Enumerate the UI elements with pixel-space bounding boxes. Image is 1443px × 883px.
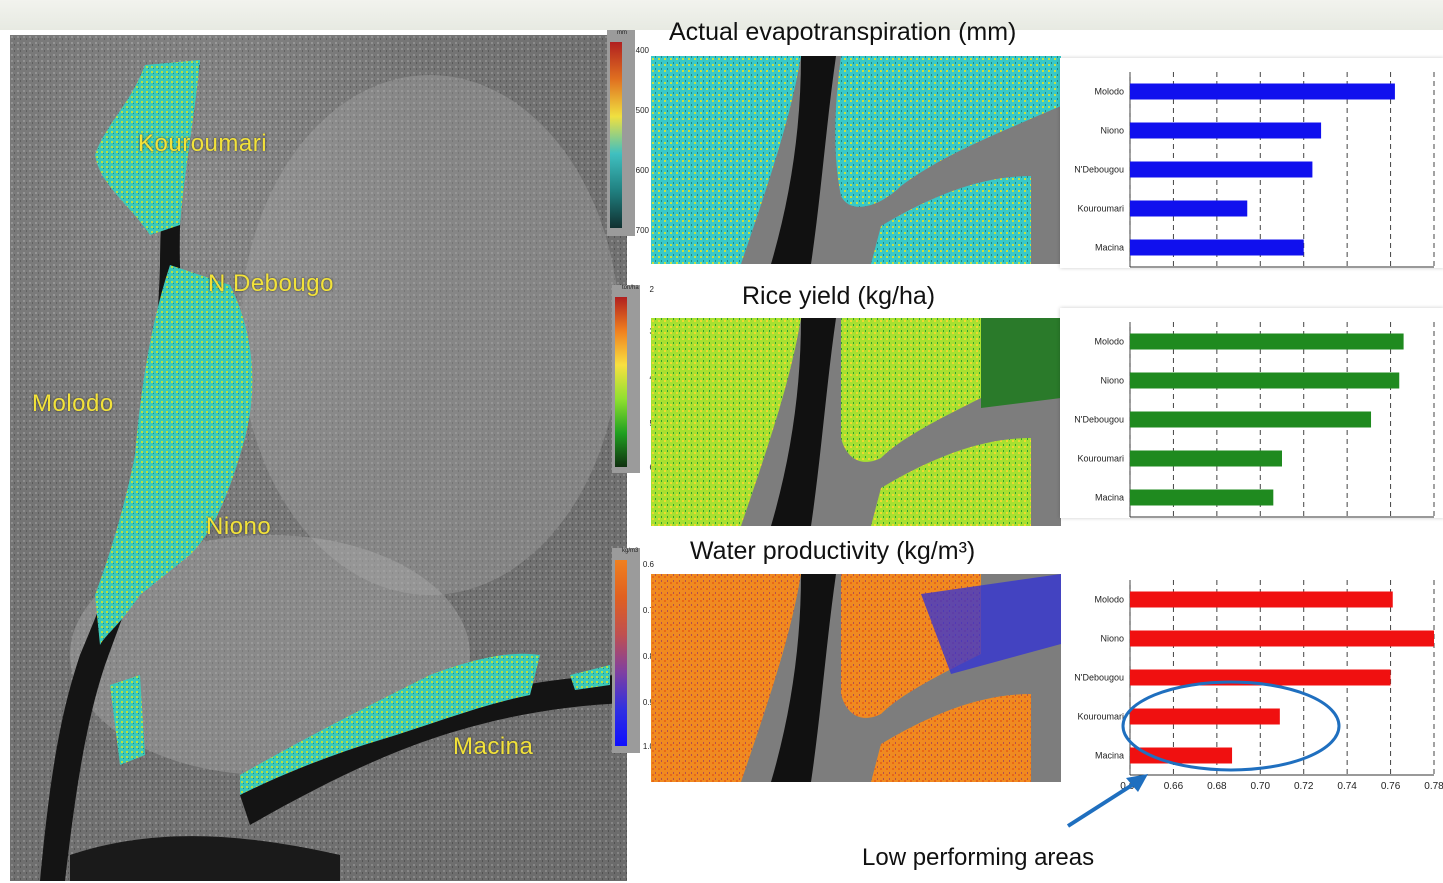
chart-x-tick-label: 0.74 bbox=[1337, 781, 1357, 792]
chart-bar bbox=[1130, 333, 1404, 350]
et-title: Actual evapotranspiration (mm) bbox=[669, 18, 1017, 46]
wp-color-ramp bbox=[615, 560, 627, 746]
et-legend-tick: 600 bbox=[635, 166, 649, 175]
place-label-niono: Niono bbox=[206, 513, 272, 540]
chart-category-label: Niono bbox=[1100, 634, 1124, 644]
wp-map bbox=[651, 574, 1061, 782]
chart-bar bbox=[1130, 122, 1322, 139]
chart-category-label: Kouroumari bbox=[1077, 204, 1124, 214]
wp-legend-tick: 0.7 bbox=[642, 606, 654, 615]
arrow-head-icon bbox=[1126, 774, 1148, 792]
satellite-map: Kouroumari N Debougo Molodo Niono Macina bbox=[10, 35, 627, 881]
chart-bar bbox=[1130, 450, 1282, 467]
yield-legend-tick: 2 bbox=[649, 285, 654, 294]
wp-legend-tick: 0.8 bbox=[642, 652, 654, 661]
wp-chart: 0.640.660.680.700.720.740.760.78MolodoNi… bbox=[1060, 566, 1443, 796]
chart-category-label: Molodo bbox=[1094, 337, 1124, 347]
chart-category-label: Molodo bbox=[1094, 595, 1124, 605]
et-legend-tick: 400 bbox=[635, 46, 649, 55]
chart-bar bbox=[1130, 161, 1313, 178]
et-map bbox=[651, 56, 1061, 264]
chart-category-label: Niono bbox=[1100, 376, 1124, 386]
chart-bar bbox=[1130, 591, 1393, 608]
place-label-kouroumari: Kouroumari bbox=[138, 130, 268, 157]
chart-bar bbox=[1130, 239, 1304, 256]
wp-legend-tick: 1.0 bbox=[642, 742, 654, 751]
yield-title: Rice yield (kg/ha) bbox=[742, 282, 936, 310]
chart-category-label: Niono bbox=[1100, 126, 1124, 136]
wp-legend-tick: 0.6 bbox=[642, 560, 654, 569]
top-band bbox=[0, 0, 1443, 30]
wp-title: Water productivity (kg/m³) bbox=[690, 537, 976, 565]
chart-category-label: Macina bbox=[1095, 243, 1124, 253]
chart-category-label: N'Debougou bbox=[1074, 165, 1124, 175]
arrow-shaft bbox=[1066, 778, 1142, 828]
chart-bar bbox=[1130, 200, 1248, 217]
chart-bar bbox=[1130, 411, 1372, 428]
wp-legend: kg/m3 0.6 0.7 0.8 0.9 1.0 bbox=[612, 548, 654, 753]
chart-category-label: Macina bbox=[1095, 493, 1124, 503]
chart-bar bbox=[1130, 372, 1400, 389]
chart-bar bbox=[1130, 630, 1434, 647]
yield-map bbox=[651, 318, 1061, 526]
chart-bar bbox=[1130, 747, 1233, 764]
et-legend-tick: 500 bbox=[635, 106, 649, 115]
chart-x-tick-label: 0.76 bbox=[1381, 781, 1401, 792]
et-legend-unit: mm bbox=[617, 30, 627, 36]
et-legend-tick: 700 bbox=[635, 226, 649, 235]
highlight-ellipse bbox=[1121, 680, 1341, 772]
yield-chart: 34003600380040004200440046004800MolodoNi… bbox=[1060, 308, 1443, 518]
chart-bar bbox=[1130, 489, 1274, 506]
chart-category-label: N'Debougou bbox=[1074, 673, 1124, 683]
et-chart: 550560570580590600610620MolodoNionoN'Deb… bbox=[1060, 58, 1443, 268]
wp-legend-unit: kg/m3 bbox=[622, 548, 639, 554]
chart-bar bbox=[1130, 669, 1391, 686]
chart-x-tick-label: 0.72 bbox=[1294, 781, 1314, 792]
yield-legend-unit: ton/ha bbox=[622, 285, 639, 291]
chart-x-tick-label: 0.78 bbox=[1424, 781, 1443, 792]
chart-category-label: Kouroumari bbox=[1077, 454, 1124, 464]
et-color-ramp bbox=[610, 42, 622, 228]
place-label-macina: Macina bbox=[453, 733, 534, 760]
wp-legend-tick: 0.9 bbox=[642, 698, 654, 707]
yield-color-ramp bbox=[615, 297, 627, 467]
chart-category-label: Macina bbox=[1095, 751, 1124, 761]
place-label-n-debougo: N Debougo bbox=[208, 270, 334, 297]
chart-bar bbox=[1130, 83, 1395, 100]
chart-x-tick-label: 0.70 bbox=[1251, 781, 1271, 792]
chart-x-tick-label: 0.68 bbox=[1207, 781, 1227, 792]
place-label-molodo: Molodo bbox=[32, 390, 114, 417]
chart-category-label: Molodo bbox=[1094, 87, 1124, 97]
chart-category-label: N'Debougou bbox=[1074, 415, 1124, 425]
et-legend: mm 400 500 600 700 bbox=[607, 30, 649, 236]
chart-bar bbox=[1130, 708, 1280, 725]
chart-category-label: Kouroumari bbox=[1077, 712, 1124, 722]
annotation-label: Low performing areas bbox=[862, 844, 1095, 871]
chart-x-tick-label: 0.66 bbox=[1164, 781, 1184, 792]
